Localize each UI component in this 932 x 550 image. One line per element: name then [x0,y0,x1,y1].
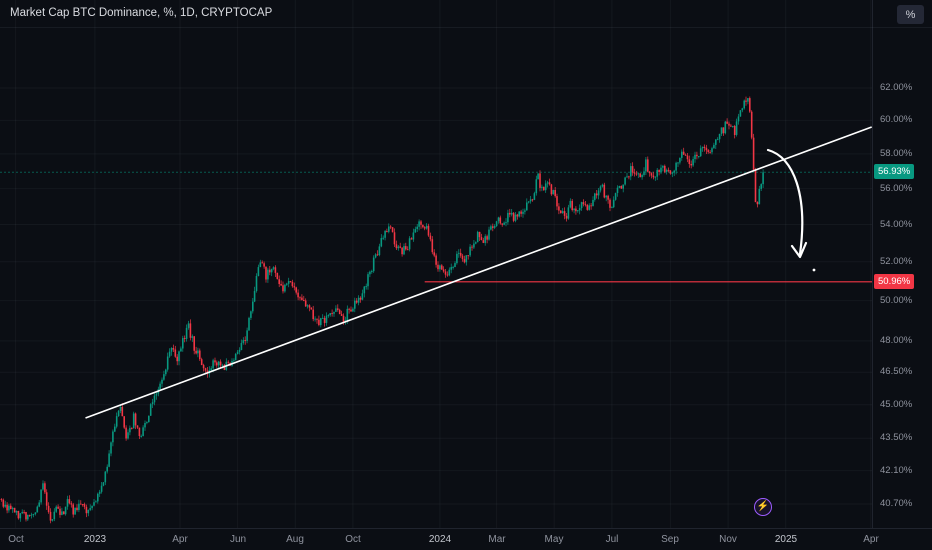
lightning-icon: ⚡ [756,501,770,512]
time-tick-label: Sep [661,534,679,545]
drawn-arrow-head [790,241,808,259]
price-tick-label: 45.00% [880,399,913,410]
time-tick-label: Apr [863,534,879,545]
price-tick-label: 48.00% [880,335,913,346]
price-tick-label: 62.00% [880,82,913,93]
time-tick-label: Oct [8,534,24,545]
lightning-marker[interactable]: ⚡ [754,498,772,516]
symbol-legend[interactable]: Market Cap BTC Dominance, %, 1D, CRYPTOC… [10,7,273,19]
price-tick-label: 50.00% [880,295,913,306]
price-tick-label: 60.00% [880,114,913,125]
candles-series [0,96,764,524]
drawn-arrow-dot [812,268,816,272]
price-tick-label: 54.00% [880,219,913,230]
current-price-label: 56.93% [874,164,915,179]
time-tick-label: 2023 [83,534,107,545]
price-tick-label: 56.00% [880,183,913,194]
price-tick-label: 58.00% [880,148,913,159]
grid [0,0,872,528]
price-tick-label: 46.50% [880,366,913,377]
time-tick-label: Jun [229,534,247,545]
drawn-arrow [766,148,804,256]
percent-scale-button[interactable]: % [897,5,924,24]
time-tick-label: Mar [488,534,506,545]
trendline [85,126,872,419]
time-tick-label: 2025 [774,534,798,545]
time-tick-label: Nov [719,534,737,545]
price-tick-label: 52.00% [880,256,913,267]
price-axis[interactable]: 56.93% 50.96% 62.00% 60.00% 58.00% 56.00% 54… [872,0,932,528]
price-tick-label: 43.50% [880,432,913,443]
time-tick-label: Oct [345,534,361,545]
time-tick-label: Apr [172,534,188,545]
price-tick-label: 40.70% [880,498,913,509]
time-axis[interactable]: Oct 2023 Apr Jun Aug Oct 2024 Mar May Jul Sep Nov 20… [0,528,932,550]
candlestick-chart[interactable] [0,0,872,528]
time-tick-label: Jul [605,534,619,545]
price-tick-label: 42.10% [880,465,913,476]
time-tick-label: 2024 [428,534,452,545]
chart-pane[interactable]: ⚡ [0,0,872,528]
time-tick-label: Aug [286,534,304,545]
time-tick-label: May [544,534,564,545]
level-price-label: 50.96% [874,274,915,289]
